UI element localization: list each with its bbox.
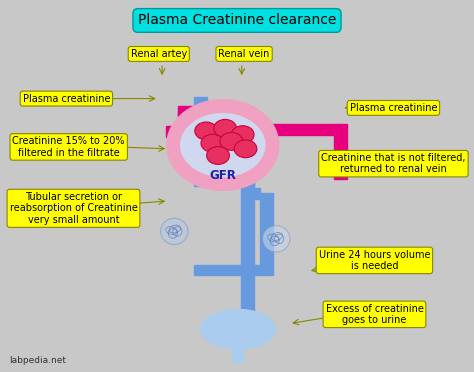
Text: labpedia.net: labpedia.net [9,356,66,365]
FancyBboxPatch shape [226,176,255,186]
Circle shape [207,147,229,164]
Text: Renal vein: Renal vein [219,49,270,59]
Text: Creatinine that is not filtered,
returned to renal vein: Creatinine that is not filtered, returne… [321,153,465,174]
FancyBboxPatch shape [233,348,244,363]
Text: Tubular secretion or
reabsorption of Creatinine
very small amount: Tubular secretion or reabsorption of Cre… [9,192,137,225]
Text: Creatinine 15% to 20%
filtered in the filtrate: Creatinine 15% to 20% filtered in the fi… [12,136,125,158]
FancyBboxPatch shape [260,193,273,275]
Circle shape [231,126,254,144]
Circle shape [214,119,237,137]
FancyBboxPatch shape [178,111,191,131]
FancyBboxPatch shape [238,109,251,135]
FancyBboxPatch shape [238,124,347,135]
Ellipse shape [201,309,276,350]
FancyBboxPatch shape [178,106,251,116]
Circle shape [234,140,257,158]
Circle shape [195,122,218,140]
Text: Renal artey: Renal artey [131,49,187,59]
FancyBboxPatch shape [334,135,347,179]
Text: Plasma Creatinine clearance: Plasma Creatinine clearance [138,13,336,28]
FancyBboxPatch shape [166,126,194,137]
Text: Plasma creatinine: Plasma creatinine [350,103,437,113]
Circle shape [173,106,273,184]
FancyBboxPatch shape [194,97,207,186]
FancyBboxPatch shape [241,175,255,327]
Text: Plasma creatinine: Plasma creatinine [23,94,110,103]
FancyBboxPatch shape [194,265,260,275]
Ellipse shape [161,218,188,244]
Text: GFR: GFR [210,170,236,182]
Ellipse shape [263,226,290,252]
FancyBboxPatch shape [255,188,260,199]
Text: Excess of creatinine
goes to urine: Excess of creatinine goes to urine [326,304,423,325]
Circle shape [201,134,224,152]
Circle shape [220,132,243,150]
Text: Urine 24 hours volume
is needed: Urine 24 hours volume is needed [319,250,430,271]
